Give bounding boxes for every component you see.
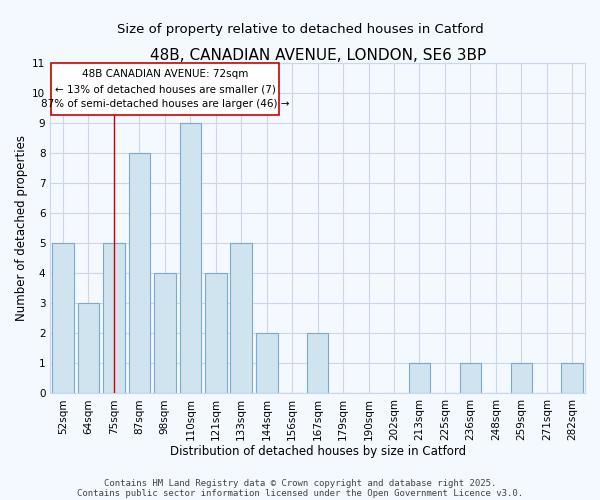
- X-axis label: Distribution of detached houses by size in Catford: Distribution of detached houses by size …: [170, 444, 466, 458]
- Bar: [230, 243, 252, 394]
- Text: Contains HM Land Registry data © Crown copyright and database right 2025.: Contains HM Land Registry data © Crown c…: [104, 478, 496, 488]
- Bar: [307, 333, 328, 394]
- Bar: [256, 333, 278, 394]
- Bar: [409, 364, 430, 394]
- Title: 48B, CANADIAN AVENUE, LONDON, SE6 3BP: 48B, CANADIAN AVENUE, LONDON, SE6 3BP: [149, 48, 486, 62]
- Bar: [511, 364, 532, 394]
- Text: Contains public sector information licensed under the Open Government Licence v3: Contains public sector information licen…: [77, 488, 523, 498]
- Y-axis label: Number of detached properties: Number of detached properties: [15, 135, 28, 321]
- FancyBboxPatch shape: [51, 62, 280, 115]
- Text: 87% of semi-detached houses are larger (46) →: 87% of semi-detached houses are larger (…: [41, 99, 289, 109]
- Bar: [77, 303, 99, 394]
- Bar: [460, 364, 481, 394]
- Bar: [179, 122, 201, 394]
- Bar: [128, 152, 150, 394]
- Bar: [154, 273, 176, 394]
- Bar: [103, 243, 125, 394]
- Bar: [205, 273, 227, 394]
- Text: ← 13% of detached houses are smaller (7): ← 13% of detached houses are smaller (7): [55, 84, 275, 94]
- Bar: [562, 364, 583, 394]
- Text: Size of property relative to detached houses in Catford: Size of property relative to detached ho…: [116, 22, 484, 36]
- Text: 48B CANADIAN AVENUE: 72sqm: 48B CANADIAN AVENUE: 72sqm: [82, 69, 248, 79]
- Bar: [52, 243, 74, 394]
